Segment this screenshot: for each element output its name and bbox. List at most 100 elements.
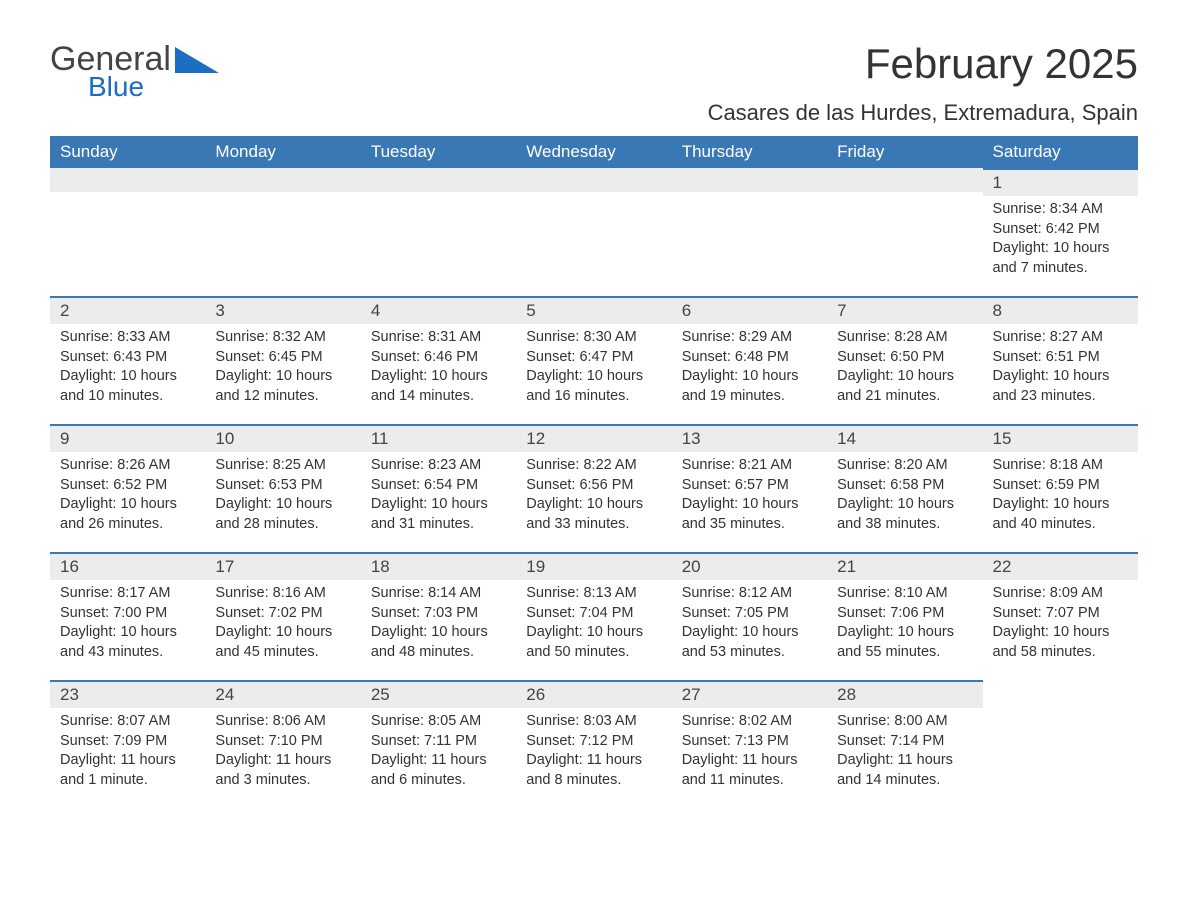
day-number: 11 xyxy=(361,424,516,452)
day-number: 4 xyxy=(361,296,516,324)
calendar-cell: 11Sunrise: 8:23 AMSunset: 6:54 PMDayligh… xyxy=(361,424,516,552)
day-details: Sunrise: 8:03 AMSunset: 7:12 PMDaylight:… xyxy=(516,708,671,798)
day-details: Sunrise: 8:18 AMSunset: 6:59 PMDaylight:… xyxy=(983,452,1138,542)
sunrise-text: Sunrise: 8:26 AM xyxy=(60,456,195,476)
day-details: Sunrise: 8:12 AMSunset: 7:05 PMDaylight:… xyxy=(672,580,827,670)
daylight-text: Daylight: 10 hours and 33 minutes. xyxy=(526,495,661,534)
calendar-cell xyxy=(50,168,205,296)
day-number: 25 xyxy=(361,680,516,708)
day-number: 24 xyxy=(205,680,360,708)
weekday-header: Saturday xyxy=(983,136,1138,168)
day-details: Sunrise: 8:34 AMSunset: 6:42 PMDaylight:… xyxy=(983,196,1138,286)
sunset-text: Sunset: 6:58 PM xyxy=(837,476,972,496)
day-number: 22 xyxy=(983,552,1138,580)
day-number: 13 xyxy=(672,424,827,452)
calendar-cell: 19Sunrise: 8:13 AMSunset: 7:04 PMDayligh… xyxy=(516,552,671,680)
calendar-cell: 7Sunrise: 8:28 AMSunset: 6:50 PMDaylight… xyxy=(827,296,982,424)
calendar-body: 1Sunrise: 8:34 AMSunset: 6:42 PMDaylight… xyxy=(50,168,1138,808)
sunset-text: Sunset: 7:03 PM xyxy=(371,604,506,624)
daylight-text: Daylight: 10 hours and 48 minutes. xyxy=(371,623,506,662)
day-number: 26 xyxy=(516,680,671,708)
daylight-text: Daylight: 10 hours and 58 minutes. xyxy=(993,623,1128,662)
sunrise-text: Sunrise: 8:20 AM xyxy=(837,456,972,476)
sunrise-text: Sunrise: 8:03 AM xyxy=(526,712,661,732)
day-details: Sunrise: 8:07 AMSunset: 7:09 PMDaylight:… xyxy=(50,708,205,798)
day-number: 18 xyxy=(361,552,516,580)
day-details: Sunrise: 8:27 AMSunset: 6:51 PMDaylight:… xyxy=(983,324,1138,414)
sunrise-text: Sunrise: 8:34 AM xyxy=(993,200,1128,220)
sunset-text: Sunset: 7:05 PM xyxy=(682,604,817,624)
day-details: Sunrise: 8:26 AMSunset: 6:52 PMDaylight:… xyxy=(50,452,205,542)
calendar-cell: 26Sunrise: 8:03 AMSunset: 7:12 PMDayligh… xyxy=(516,680,671,808)
daylight-text: Daylight: 10 hours and 43 minutes. xyxy=(60,623,195,662)
sunset-text: Sunset: 6:53 PM xyxy=(215,476,350,496)
day-number: 5 xyxy=(516,296,671,324)
weekday-header-row: SundayMondayTuesdayWednesdayThursdayFrid… xyxy=(50,136,1138,168)
logo-text-blue: Blue xyxy=(88,71,219,103)
daylight-text: Daylight: 11 hours and 8 minutes. xyxy=(526,751,661,790)
sunrise-text: Sunrise: 8:10 AM xyxy=(837,584,972,604)
calendar-cell xyxy=(205,168,360,296)
daylight-text: Daylight: 10 hours and 50 minutes. xyxy=(526,623,661,662)
logo-triangle-icon xyxy=(175,47,219,73)
calendar-cell: 10Sunrise: 8:25 AMSunset: 6:53 PMDayligh… xyxy=(205,424,360,552)
daylight-text: Daylight: 11 hours and 11 minutes. xyxy=(682,751,817,790)
calendar-cell: 24Sunrise: 8:06 AMSunset: 7:10 PMDayligh… xyxy=(205,680,360,808)
sunrise-text: Sunrise: 8:23 AM xyxy=(371,456,506,476)
day-number: 6 xyxy=(672,296,827,324)
calendar-cell xyxy=(672,168,827,296)
sunset-text: Sunset: 6:50 PM xyxy=(837,348,972,368)
sunrise-text: Sunrise: 8:22 AM xyxy=(526,456,661,476)
day-details: Sunrise: 8:02 AMSunset: 7:13 PMDaylight:… xyxy=(672,708,827,798)
day-number: 9 xyxy=(50,424,205,452)
day-number: 8 xyxy=(983,296,1138,324)
sunset-text: Sunset: 7:13 PM xyxy=(682,732,817,752)
sunrise-text: Sunrise: 8:33 AM xyxy=(60,328,195,348)
sunset-text: Sunset: 6:52 PM xyxy=(60,476,195,496)
day-details: Sunrise: 8:00 AMSunset: 7:14 PMDaylight:… xyxy=(827,708,982,798)
sunrise-text: Sunrise: 8:30 AM xyxy=(526,328,661,348)
day-number: 2 xyxy=(50,296,205,324)
calendar-cell: 14Sunrise: 8:20 AMSunset: 6:58 PMDayligh… xyxy=(827,424,982,552)
empty-day-header xyxy=(205,168,360,192)
calendar-cell: 4Sunrise: 8:31 AMSunset: 6:46 PMDaylight… xyxy=(361,296,516,424)
sunset-text: Sunset: 7:09 PM xyxy=(60,732,195,752)
calendar-cell: 5Sunrise: 8:30 AMSunset: 6:47 PMDaylight… xyxy=(516,296,671,424)
calendar-week-row: 1Sunrise: 8:34 AMSunset: 6:42 PMDaylight… xyxy=(50,168,1138,296)
day-number: 7 xyxy=(827,296,982,324)
sunset-text: Sunset: 6:51 PM xyxy=(993,348,1128,368)
sunset-text: Sunset: 7:00 PM xyxy=(60,604,195,624)
day-details: Sunrise: 8:33 AMSunset: 6:43 PMDaylight:… xyxy=(50,324,205,414)
weekday-header: Thursday xyxy=(672,136,827,168)
daylight-text: Daylight: 10 hours and 10 minutes. xyxy=(60,367,195,406)
sunrise-text: Sunrise: 8:21 AM xyxy=(682,456,817,476)
day-details: Sunrise: 8:20 AMSunset: 6:58 PMDaylight:… xyxy=(827,452,982,542)
weekday-header: Friday xyxy=(827,136,982,168)
calendar-table: SundayMondayTuesdayWednesdayThursdayFrid… xyxy=(50,136,1138,808)
sunrise-text: Sunrise: 8:14 AM xyxy=(371,584,506,604)
sunrise-text: Sunrise: 8:06 AM xyxy=(215,712,350,732)
page-header: General Blue February 2025 Casares de la… xyxy=(50,40,1138,126)
daylight-text: Daylight: 10 hours and 26 minutes. xyxy=(60,495,195,534)
sunset-text: Sunset: 7:06 PM xyxy=(837,604,972,624)
day-details: Sunrise: 8:31 AMSunset: 6:46 PMDaylight:… xyxy=(361,324,516,414)
calendar-cell xyxy=(361,168,516,296)
sunset-text: Sunset: 7:11 PM xyxy=(371,732,506,752)
day-details: Sunrise: 8:25 AMSunset: 6:53 PMDaylight:… xyxy=(205,452,360,542)
sunrise-text: Sunrise: 8:31 AM xyxy=(371,328,506,348)
sunrise-text: Sunrise: 8:07 AM xyxy=(60,712,195,732)
weekday-header: Sunday xyxy=(50,136,205,168)
sunrise-text: Sunrise: 8:05 AM xyxy=(371,712,506,732)
day-details: Sunrise: 8:21 AMSunset: 6:57 PMDaylight:… xyxy=(672,452,827,542)
empty-day-header xyxy=(672,168,827,192)
sunrise-text: Sunrise: 8:09 AM xyxy=(993,584,1128,604)
day-number: 10 xyxy=(205,424,360,452)
day-number: 27 xyxy=(672,680,827,708)
sunrise-text: Sunrise: 8:02 AM xyxy=(682,712,817,732)
sunrise-text: Sunrise: 8:12 AM xyxy=(682,584,817,604)
title-block: February 2025 Casares de las Hurdes, Ext… xyxy=(708,40,1138,126)
calendar-cell: 2Sunrise: 8:33 AMSunset: 6:43 PMDaylight… xyxy=(50,296,205,424)
day-number: 3 xyxy=(205,296,360,324)
daylight-text: Daylight: 10 hours and 35 minutes. xyxy=(682,495,817,534)
sunset-text: Sunset: 7:12 PM xyxy=(526,732,661,752)
